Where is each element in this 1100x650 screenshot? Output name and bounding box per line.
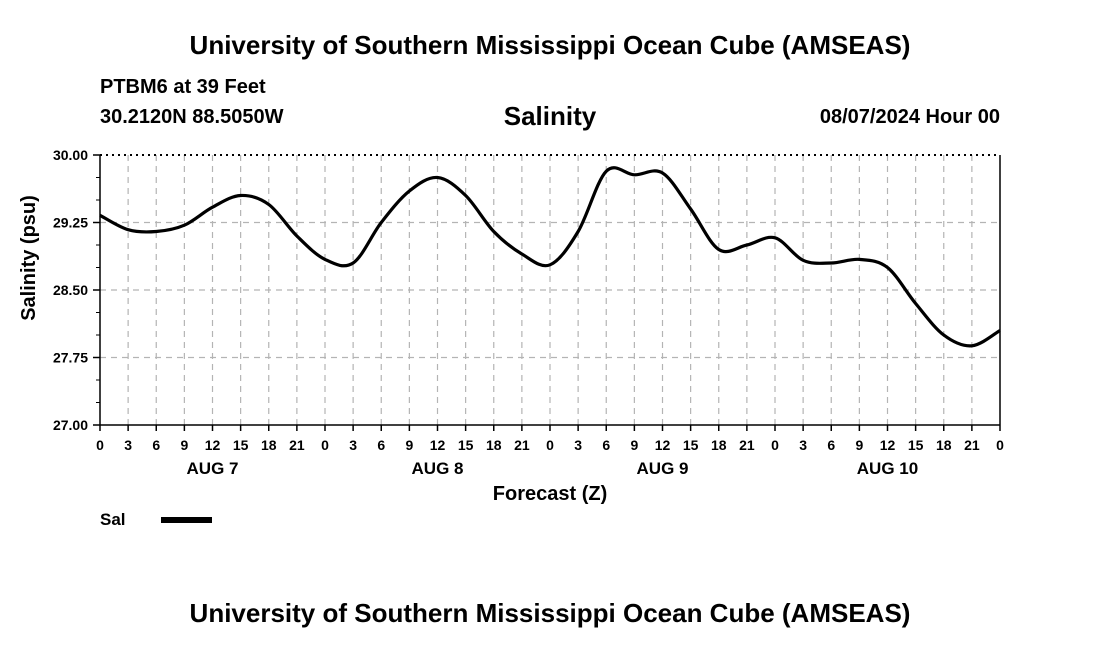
- x-tick-label: 0: [996, 437, 1004, 453]
- x-tick-label: 21: [964, 437, 980, 453]
- series: [99, 166, 1001, 348]
- forecast-datetime: 08/07/2024 Hour 00: [819, 106, 1000, 128]
- x-tick-label: 6: [152, 437, 160, 453]
- station-coordinates: 30.2120N 88.5050W: [100, 106, 284, 128]
- y-tick-label: 27.00: [53, 417, 88, 433]
- x-tick-label: 18: [711, 437, 727, 453]
- x-tick-label: 15: [233, 437, 249, 453]
- x-tick-label: 3: [574, 437, 582, 453]
- day-label: AUG 7: [187, 459, 239, 478]
- x-tick-label: 15: [908, 437, 924, 453]
- x-tick-label: 6: [827, 437, 835, 453]
- chart-title: University of Southern Mississippi Ocean…: [189, 30, 911, 60]
- x-tick-label: 21: [289, 437, 305, 453]
- x-tick-label: 9: [630, 437, 638, 453]
- x-tick-label: 0: [96, 437, 104, 453]
- x-axis-label: Forecast (Z): [493, 483, 607, 505]
- x-tick-label: 3: [349, 437, 357, 453]
- axes: 27.00 27.75 28.50 29.25 30.00 0 3 6 9 12 15 18 21 0 3 6…: [53, 147, 1004, 478]
- variable-title: Salinity: [503, 101, 597, 131]
- x-tick-label: 15: [458, 437, 474, 453]
- x-tick-label: 12: [880, 437, 896, 453]
- x-tick-label: 12: [655, 437, 671, 453]
- y-axis-label: Salinity (psu): [18, 195, 40, 321]
- x-tick-label: 0: [546, 437, 554, 453]
- x-tick-label: 6: [602, 437, 610, 453]
- x-tick-label: 3: [124, 437, 132, 453]
- x-tick-label: 0: [321, 437, 329, 453]
- station-label: PTBM6 at 39 Feet: [100, 76, 266, 98]
- y-tick-label: 28.50: [53, 282, 88, 298]
- x-tick-label: 9: [855, 437, 863, 453]
- x-tick-label: 21: [514, 437, 530, 453]
- footer-title: University of Southern Mississippi Ocean…: [189, 598, 911, 628]
- x-tick-label: 12: [430, 437, 446, 453]
- x-tick-label: 9: [405, 437, 413, 453]
- x-tick-label: 18: [486, 437, 502, 453]
- day-label: AUG 10: [857, 459, 918, 478]
- x-tick-label: 0: [771, 437, 779, 453]
- x-tick-label: 3: [799, 437, 807, 453]
- day-label: AUG 9: [637, 459, 689, 478]
- y-tick-label: 30.00: [53, 147, 88, 163]
- day-label: AUG 8: [412, 459, 464, 478]
- x-tick-label: 21: [739, 437, 755, 453]
- x-tick-label: 18: [936, 437, 952, 453]
- y-tick-label: 29.25: [53, 215, 88, 231]
- x-tick-label: 15: [683, 437, 699, 453]
- x-tick-label: 6: [377, 437, 385, 453]
- y-tick-label: 27.75: [53, 350, 88, 366]
- x-tick-label: 12: [205, 437, 221, 453]
- x-tick-label: 9: [180, 437, 188, 453]
- legend: Sal: [100, 510, 212, 529]
- grid: [100, 155, 1000, 425]
- legend-label: Sal: [100, 510, 126, 529]
- x-tick-label: 18: [261, 437, 277, 453]
